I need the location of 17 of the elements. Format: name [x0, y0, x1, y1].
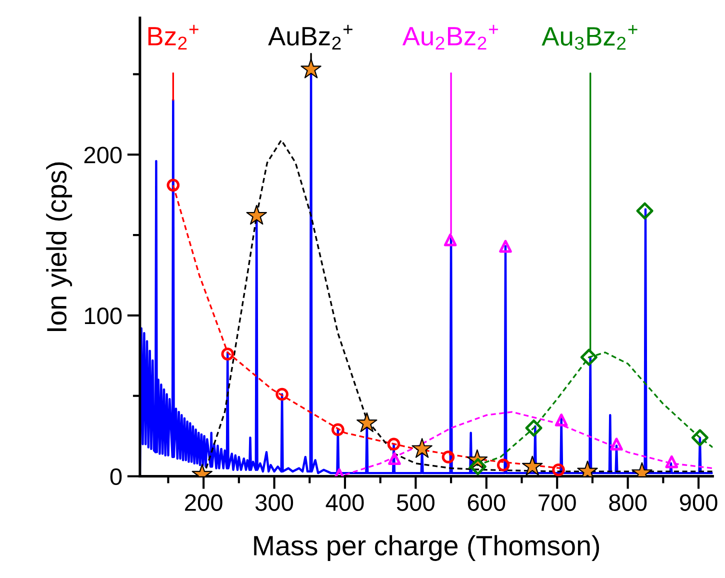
annotation: Bz$_{2}$$^{+}$: [148, 24, 198, 50]
x-tick-label: 600: [468, 494, 506, 511]
x-axis-title: Mass per charge (Thomson): [254, 535, 600, 561]
annotation: Au$_{2}$Bz$_{2}$$^{+}$: [402, 24, 498, 50]
x-tick-label: 800: [609, 494, 647, 511]
y-tick-label: 100: [84, 308, 122, 324]
y-axis-title: Ion yield (cps): [46, 162, 72, 331]
x-tick-label: 900: [680, 494, 718, 511]
annotation: AuBz$_{2}$$^{+}$: [268, 24, 352, 50]
x-tick-label: 400: [326, 494, 364, 511]
x-tick-label: 300: [255, 494, 294, 511]
annotation: Au$_{3}$Bz$_{2}$$^{+}$: [542, 25, 638, 50]
x-tick-label: 700: [538, 494, 576, 511]
x-tick-label: 500: [396, 494, 434, 511]
y-tick-label: 0: [110, 468, 122, 486]
y-tick-label: 200: [84, 146, 122, 164]
x-tick-label: 200: [185, 494, 222, 511]
